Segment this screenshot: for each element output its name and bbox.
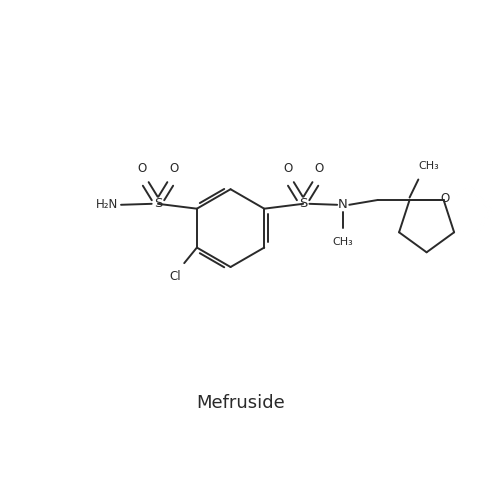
- Text: H₂N: H₂N: [96, 198, 118, 211]
- Text: CH₃: CH₃: [332, 236, 353, 246]
- Text: S: S: [154, 198, 162, 210]
- Text: CH₃: CH₃: [418, 161, 440, 171]
- Text: O: O: [314, 162, 324, 175]
- Text: O: O: [440, 192, 449, 205]
- Text: N: N: [338, 198, 348, 211]
- Text: Mefruside: Mefruside: [196, 394, 284, 412]
- Text: S: S: [299, 198, 308, 210]
- Text: Cl: Cl: [169, 270, 181, 283]
- Text: O: O: [138, 162, 147, 175]
- Text: O: O: [169, 162, 178, 175]
- Text: O: O: [283, 162, 292, 175]
